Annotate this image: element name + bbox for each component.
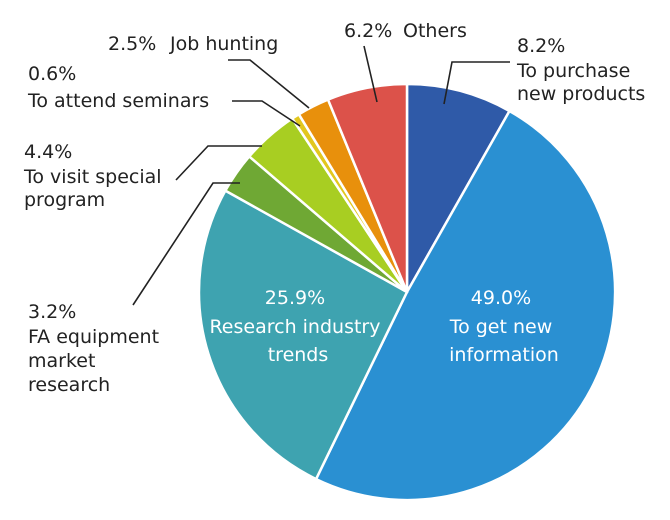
leader-job-hunting [228,59,310,109]
pie-slice-others [326,82,409,294]
label-job-hunting: 2.5% Job hunting [108,33,278,55]
label-research-industry-trends: 25.9% Research industry trends [209,287,386,366]
pie-slice-to-get-new-information [314,109,617,502]
pie-slices [197,82,617,502]
leader-others [363,45,378,103]
leader-visit-special-program [175,145,262,181]
leader-lines [132,45,510,306]
label-fa-equipment-research: 3.2% FA equipment market research [28,301,165,396]
label-get-new-information: 49.0% To get new information [449,287,559,366]
label-purchase-new-products: 8.2% To purchase new products [516,35,645,105]
pie-slice-research-industry-trends [197,189,409,481]
leader-purchase-new-products [443,61,510,105]
label-others: 6.2% Others [344,20,467,42]
leader-attend-seminars [232,100,301,127]
leader-fa-equipment-research [132,182,240,306]
label-attend-seminars: 0.6% To attend seminars [27,63,209,112]
pie-slice-to-purchase-new-products [405,82,511,294]
label-visit-special-program: 4.4% To visit special program [23,141,168,211]
